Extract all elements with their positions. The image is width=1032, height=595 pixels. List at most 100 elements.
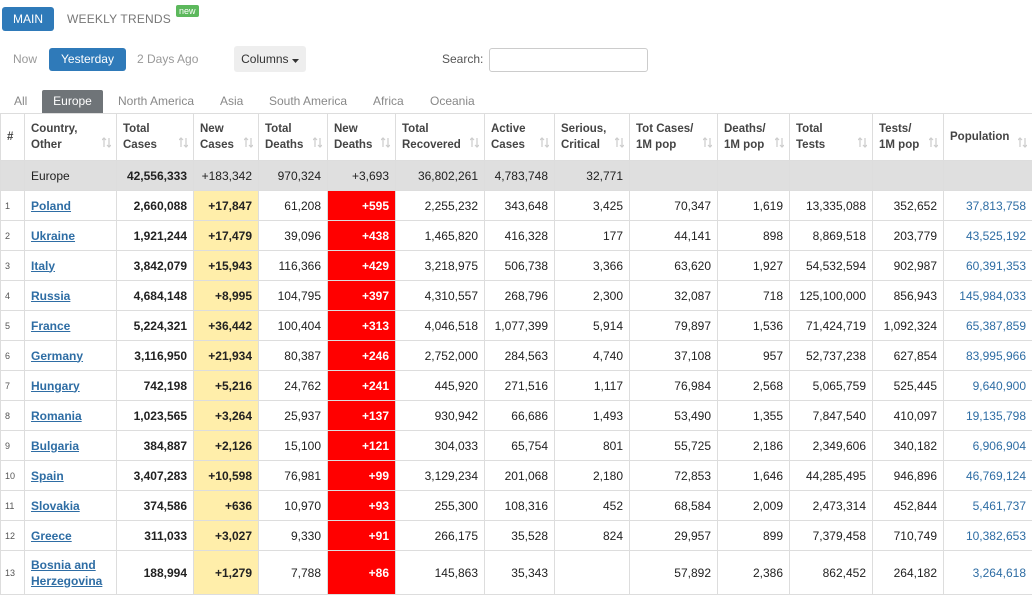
two-days-ago-tab[interactable]: 2 Days Ago [137,52,198,66]
cell-text: 61,208 [284,199,321,213]
country-link[interactable]: Romania [31,409,82,423]
cell-text: 710,749 [894,529,937,543]
cell-text: 15,100 [284,439,321,453]
region-tab[interactable]: Africa [373,94,404,108]
region-tab[interactable]: All [14,94,27,108]
sort-icon[interactable] [102,137,111,148]
search-input[interactable] [489,48,648,72]
sort-icon[interactable] [1018,137,1027,148]
columns-button[interactable]: Columns [234,46,306,72]
column-header[interactable]: Deaths/1M pop [718,114,790,161]
country-link[interactable]: Bulgaria [31,439,79,453]
sort-icon[interactable] [470,137,479,148]
cell: 3,366 [555,251,630,281]
cell: +36,442 [194,311,259,341]
cell-text: +246 [362,349,389,363]
sort-icon[interactable] [929,137,938,148]
cell: 2,386 [718,551,790,595]
region-tab-active[interactable]: Europe [42,90,103,113]
column-header[interactable]: Serious,Critical [555,114,630,161]
sort-icon[interactable] [540,137,549,148]
sort-icon[interactable] [244,137,253,148]
now-tab[interactable]: Now [13,52,37,66]
cell-text: 1,493 [593,409,623,423]
cell: 284,563 [485,341,555,371]
cell: 76,981 [259,461,328,491]
region-tab[interactable]: North America [118,94,194,108]
country-link[interactable]: Russia [31,289,70,303]
country-link[interactable]: Ukraine [31,229,75,243]
cell: 384,887 [117,431,194,461]
region-tab[interactable]: Asia [220,94,243,108]
country-link[interactable]: Poland [31,199,71,213]
header-text: 1M pop [636,139,676,151]
sort-icon[interactable] [775,137,784,148]
column-header[interactable]: Country,Other [25,114,117,161]
sort-icon[interactable] [313,137,322,148]
cell [944,161,1032,191]
cell-text: 2 [5,231,10,241]
country-link[interactable]: France [31,319,70,333]
cell-text: 36,802,261 [418,169,478,183]
cell-text: 10 [5,471,15,481]
cell-text: 2,473,314 [813,499,866,513]
sort-icon[interactable] [179,137,188,148]
cell-text: 100,404 [278,319,321,333]
cell: +438 [328,221,396,251]
cell-text: 304,033 [435,439,478,453]
cell-text: 374,586 [144,499,187,513]
country-link[interactable]: Italy [31,259,55,273]
cell: 7,788 [259,551,328,595]
sort-icon[interactable] [858,137,867,148]
sort-icon[interactable] [381,137,390,148]
cell: 201,068 [485,461,555,491]
sort-icon[interactable] [615,137,624,148]
cell-text: +429 [362,259,389,273]
sort-icon[interactable] [703,137,712,148]
country-link[interactable]: Greece [31,529,72,543]
country-link[interactable]: Hungary [31,379,80,393]
cell: 266,175 [396,521,485,551]
country-link[interactable]: Bosnia and Herzegovina [31,558,102,588]
cell: 1,117 [555,371,630,401]
cell: +2,126 [194,431,259,461]
cell-text: 384,887 [144,439,187,453]
country-link[interactable]: Slovakia [31,499,80,513]
cell-text: +313 [362,319,389,333]
cell: 3,842,079 [117,251,194,281]
cell: Greece [25,521,117,551]
cell: 5,065,759 [790,371,873,401]
region-tab[interactable]: Oceania [430,94,475,108]
region-tab[interactable]: South America [269,94,347,108]
country-link[interactable]: Germany [31,349,83,363]
country-link[interactable]: Spain [31,469,64,483]
cell-text: +99 [369,469,389,483]
weekly-trends-tab[interactable]: WEEKLY TRENDS [67,12,171,26]
cell: +86 [328,551,396,595]
header-text: Deaths [334,139,372,151]
cell: 2,009 [718,491,790,521]
cell-text: 104,795 [278,289,321,303]
cell: +246 [328,341,396,371]
column-header[interactable]: Tot Cases/1M pop [630,114,718,161]
yesterday-tab[interactable]: Yesterday [49,48,126,71]
cell-text: 13,335,088 [806,199,866,213]
cell: 1,927 [718,251,790,281]
column-header[interactable]: Tests/1M pop [873,114,944,161]
cell-text: +17,479 [208,229,252,243]
cell-text: 3,425 [593,199,623,213]
column-header[interactable]: Population [944,114,1032,161]
main-tab[interactable]: MAIN [2,7,54,31]
cell: 37,813,758 [944,191,1032,221]
